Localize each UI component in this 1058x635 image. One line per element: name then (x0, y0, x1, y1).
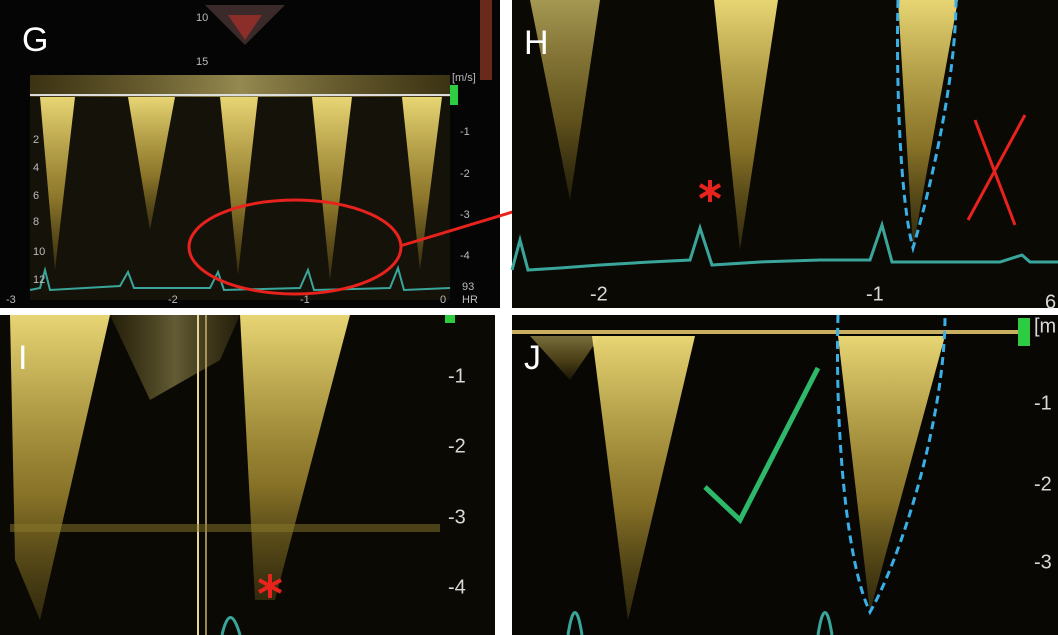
scale-unit: [m/s] (452, 72, 476, 84)
heart-rate-label: HR (462, 294, 478, 306)
heart-rate: 93 (462, 281, 474, 293)
time-tick: -3 (6, 294, 16, 306)
time-tick: 0 (440, 294, 446, 306)
figure: 10 15 G [m/s] -1 -2 -3 -4 2 4 6 8 10 12 … (0, 0, 1058, 635)
panel-h: H -2 -1 6 (512, 0, 1058, 313)
time-tick: -1 (300, 294, 310, 306)
panel-g: 10 15 G [m/s] -1 -2 -3 -4 2 4 6 8 10 12 … (0, 0, 560, 308)
panel-label: I (18, 339, 27, 377)
panel-i: I -1 -2 -3 -4 (0, 315, 495, 635)
thumbnail-tick: 10 (196, 12, 208, 24)
right-tick: -2 (1034, 473, 1052, 495)
thumbnail-tick: 15 (196, 56, 208, 68)
left-tick: 12 (33, 274, 45, 286)
panel-j: J [m -1 -2 -3 (512, 315, 1058, 635)
panel-label: J (524, 339, 541, 377)
time-tick: 6 (1045, 291, 1056, 313)
left-tick: 6 (33, 190, 39, 202)
time-tick: -2 (168, 294, 178, 306)
color-bar (480, 0, 492, 80)
left-tick: 8 (33, 216, 39, 228)
scale-unit: [m (1034, 315, 1056, 337)
right-tick: -3 (1034, 551, 1052, 573)
left-tick: 4 (33, 162, 39, 174)
panel-background (512, 315, 1058, 635)
left-tick: 10 (33, 246, 45, 258)
right-tick: -2 (460, 168, 470, 180)
right-tick: -1 (448, 365, 466, 387)
marker (450, 85, 458, 105)
right-tick: -4 (460, 250, 470, 262)
time-tick: -1 (866, 283, 884, 305)
right-tick: -2 (448, 435, 466, 457)
artifact-band (10, 524, 440, 532)
right-tick: -3 (448, 506, 466, 528)
marker (445, 315, 455, 323)
right-tick: -4 (448, 576, 466, 598)
right-tick: -1 (1034, 392, 1052, 414)
right-tick: -1 (460, 126, 470, 138)
marker (1018, 318, 1030, 346)
right-tick: -3 (460, 209, 470, 221)
panel-label: H (524, 24, 549, 62)
left-tick: 2 (33, 134, 39, 146)
panel-label: G (22, 21, 48, 59)
baseline-band (30, 75, 450, 97)
time-tick: -2 (590, 283, 608, 305)
